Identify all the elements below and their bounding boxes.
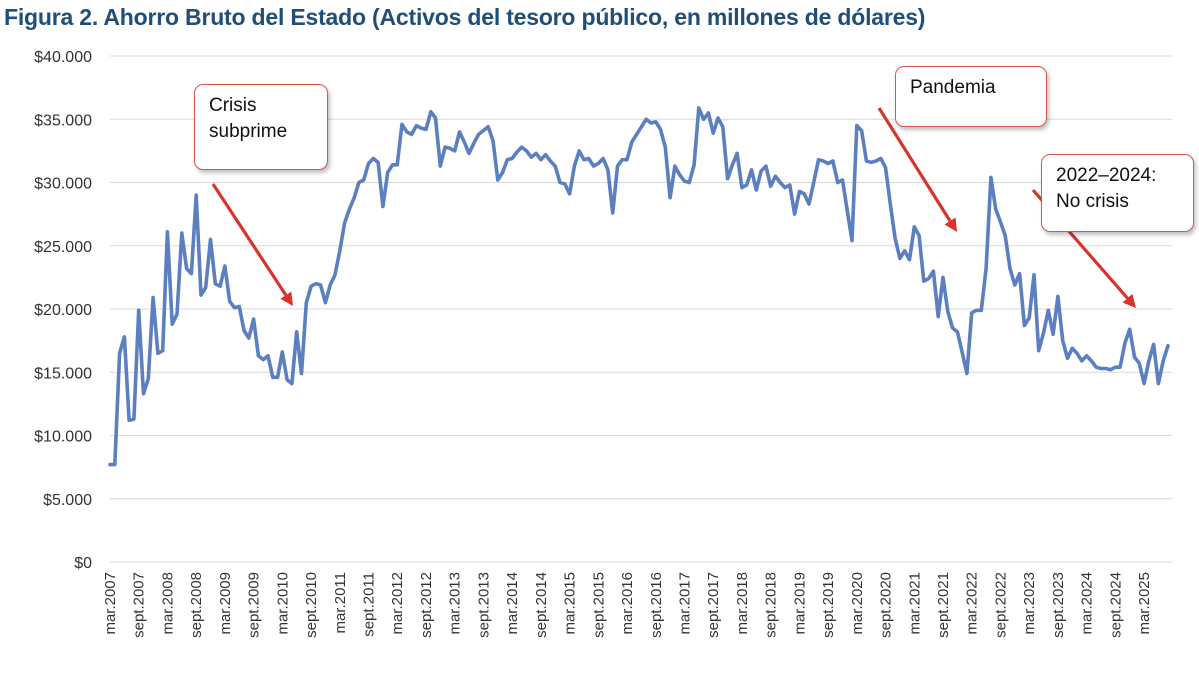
chart-title: Figura 2. Ahorro Bruto del Estado (Activ… <box>4 4 926 30</box>
x-tick-label: sept.2010 <box>303 572 320 638</box>
annotation-arrow-1 <box>877 107 952 222</box>
x-tick-label: mar.2014 <box>504 572 521 635</box>
x-tick-label: sept.2019 <box>820 572 837 638</box>
x-tick-label: mar.2019 <box>791 572 808 635</box>
annotation-crisis-subprime: Crisis subprime <box>194 84 328 170</box>
x-tick-label: sept.2014 <box>533 572 550 638</box>
x-tick-label: mar.2024 <box>1079 572 1096 635</box>
x-tick-label: sept.2022 <box>992 572 1009 638</box>
x-tick-label: mar.2012 <box>389 572 406 635</box>
x-tick-label: mar.2022 <box>964 572 981 635</box>
y-tick-label: $5.000 <box>43 492 92 509</box>
x-tick-label: sept.2020 <box>878 572 895 638</box>
x-tick-label: sept.2017 <box>705 572 722 638</box>
y-tick-label: $30.000 <box>34 176 92 193</box>
x-tick-label: mar.2008 <box>159 572 176 635</box>
y-tick-label: $25.000 <box>34 239 92 256</box>
annotation-arrowhead-2 <box>1122 293 1136 308</box>
x-tick-label: sept.2011 <box>361 572 378 637</box>
annotation-arrowhead-0 <box>280 291 293 306</box>
y-tick-label: $0 <box>74 555 92 572</box>
x-tick-label: mar.2017 <box>676 572 693 635</box>
y-tick-label: $35.000 <box>34 112 92 129</box>
y-tick-label: $40.000 <box>34 49 92 66</box>
x-tick-label: mar.2015 <box>562 572 579 635</box>
x-tick-label: mar.2010 <box>274 572 291 635</box>
x-tick-label: sept.2018 <box>763 572 780 638</box>
x-tick-label: mar.2011 <box>332 572 349 633</box>
y-tick-label: $20.000 <box>34 302 92 319</box>
x-tick-label: sept.2016 <box>648 572 665 638</box>
y-axis-ticks: $0 $5.000 $10.000 $15.000 $20.000 $25.000 $30.… <box>34 49 92 572</box>
x-tick-label: sept.2021 <box>935 572 952 638</box>
x-tick-label: mar.2021 <box>906 572 923 635</box>
x-tick-label: sept.2009 <box>246 572 263 638</box>
x-axis-ticks: mar.2007 sept.2007 mar.2008 sept.2008 mar.20… <box>102 572 1153 638</box>
x-tick-label: mar.2023 <box>1021 572 1038 635</box>
x-tick-label: mar.2018 <box>734 572 751 635</box>
x-tick-label: sept.2008 <box>188 572 205 638</box>
x-tick-label: mar.2009 <box>217 572 234 635</box>
x-tick-label: sept.2023 <box>1050 572 1067 638</box>
x-tick-label: mar.2025 <box>1136 572 1153 635</box>
annotation-no-crisis: 2022–2024: No crisis <box>1041 154 1194 232</box>
annotation-arrows <box>211 107 1136 308</box>
series-line-ahorro-bruto <box>108 106 1170 467</box>
x-tick-label: mar.2013 <box>447 572 464 635</box>
x-tick-label: mar.2016 <box>619 572 636 635</box>
x-tick-label: mar.2007 <box>102 572 119 635</box>
x-tick-label: mar.2020 <box>849 572 866 635</box>
y-tick-label: $15.000 <box>34 365 92 382</box>
x-tick-label: sept.2007 <box>131 572 148 638</box>
annotation-arrow-0 <box>211 183 288 297</box>
x-tick-label: sept.2024 <box>1107 572 1124 638</box>
annotation-arrowhead-1 <box>944 217 957 232</box>
annotation-pandemia: Pandemia <box>895 66 1047 127</box>
y-tick-label: $10.000 <box>34 429 92 446</box>
x-tick-label: sept.2013 <box>475 572 492 638</box>
x-tick-label: sept.2012 <box>418 572 435 638</box>
x-tick-label: sept.2015 <box>590 572 607 638</box>
